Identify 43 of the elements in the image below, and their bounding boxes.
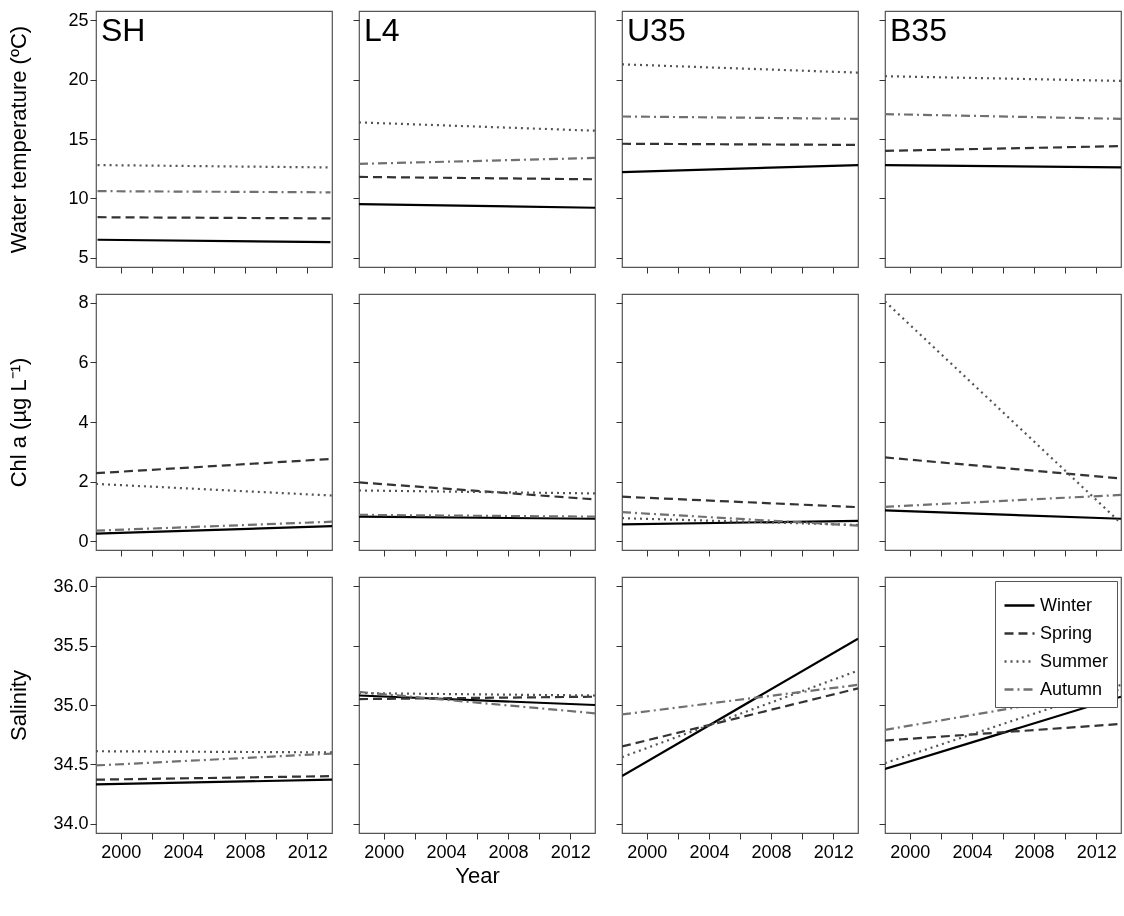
- legend-label: Summer: [1040, 650, 1109, 671]
- y-axis-title: Water temperature (ºC): [5, 25, 31, 254]
- y-tick-label: 15: [68, 128, 89, 149]
- chart-title: U35: [627, 12, 686, 48]
- x-tick-label: 2012: [550, 841, 591, 862]
- y-tick-label: 0: [78, 530, 89, 551]
- x-tick-label: 2000: [890, 841, 931, 862]
- chart-title: L4: [364, 12, 400, 48]
- x-tick-label: 2004: [426, 841, 467, 862]
- legend-label: Spring: [1040, 622, 1093, 643]
- x-tick-label: 2000: [364, 841, 405, 862]
- chart-title: SH: [101, 12, 146, 48]
- x-tick-label: 2008: [1014, 841, 1055, 862]
- y-tick-label: 4: [78, 411, 89, 432]
- y-tick-label: 5: [78, 247, 89, 268]
- chart-title: B35: [890, 12, 947, 48]
- y-tick-label: 35.5: [53, 635, 89, 656]
- x-tick-label: 2012: [287, 841, 328, 862]
- y-tick-label: 34.0: [53, 813, 89, 834]
- legend-label: Winter: [1040, 594, 1093, 615]
- x-tick-label: 2008: [225, 841, 266, 862]
- x-tick-label: 2000: [627, 841, 668, 862]
- x-tick-label: 2008: [488, 841, 529, 862]
- y-tick-label: 35.0: [53, 694, 89, 715]
- x-tick-label: 2004: [689, 841, 730, 862]
- y-axis-title: Chl a (µg L⁻¹): [5, 357, 31, 488]
- x-tick-label: 2012: [1076, 841, 1117, 862]
- y-axis-title: Salinity: [5, 670, 31, 741]
- x-tick-label: 2008: [751, 841, 792, 862]
- y-tick-label: 36.0: [53, 575, 89, 596]
- legend-label: Autumn: [1040, 678, 1103, 699]
- y-tick-label: 2: [78, 471, 89, 492]
- x-axis-title: Year: [455, 862, 500, 888]
- y-tick-label: 20: [68, 69, 89, 90]
- x-tick-label: 2012: [813, 841, 854, 862]
- y-tick-label: 34.5: [53, 753, 89, 774]
- y-tick-label: 6: [78, 351, 89, 372]
- x-tick-label: 2000: [101, 841, 142, 862]
- x-tick-label: 2004: [952, 841, 993, 862]
- y-tick-label: 10: [68, 187, 89, 208]
- x-tick-label: 2004: [163, 841, 204, 862]
- y-tick-label: 8: [78, 292, 89, 313]
- y-tick-label: 25: [68, 9, 89, 30]
